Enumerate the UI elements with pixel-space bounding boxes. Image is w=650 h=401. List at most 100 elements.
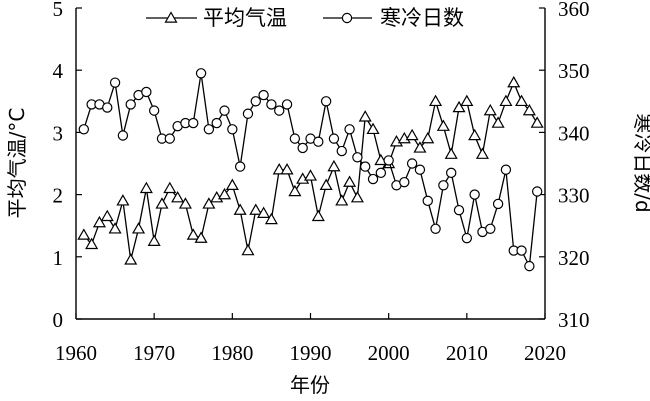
x-tick-label-6: 2020 bbox=[524, 341, 566, 365]
cold-days-point-2004 bbox=[414, 164, 426, 175]
cold-days-point-1977 bbox=[203, 124, 215, 135]
temperature-point-2015 bbox=[499, 94, 513, 107]
cold-days-point-1981 bbox=[234, 161, 246, 172]
cold-days-point-2017 bbox=[516, 245, 527, 256]
cold-days-point-1965 bbox=[109, 77, 121, 88]
cold-days-point-2000 bbox=[383, 155, 394, 166]
cold-days-point-2018 bbox=[524, 260, 535, 272]
y-right-tick-label-1: 320 bbox=[558, 246, 590, 270]
legend-circle-icon bbox=[341, 12, 353, 24]
temperature-point-2017 bbox=[515, 94, 529, 107]
temperature-point-1984 bbox=[257, 206, 271, 218]
cold-days-point-2007 bbox=[438, 180, 449, 191]
temperature-point-2012 bbox=[475, 147, 490, 159]
temperature-point-2014 bbox=[491, 116, 505, 128]
y-left-tick-label-5: 5 bbox=[53, 0, 64, 21]
cold-days-point-1970 bbox=[148, 105, 160, 116]
y-right-tick-label-3: 340 bbox=[558, 121, 590, 145]
temperature-point-1988 bbox=[288, 184, 302, 197]
y-left-tick-label-2: 2 bbox=[53, 184, 64, 208]
cold-days-point-2013 bbox=[485, 223, 496, 235]
cold-days-point-1964 bbox=[102, 102, 113, 113]
temperature-point-1993 bbox=[327, 159, 341, 172]
cold-days-point-1966 bbox=[117, 130, 129, 141]
legend-marker-cold-days bbox=[341, 12, 353, 24]
y-right-tick-label-2: 330 bbox=[558, 184, 590, 208]
temperature-point-2008 bbox=[444, 147, 458, 159]
temperature-point-1965 bbox=[108, 222, 122, 234]
cold-days-point-1983 bbox=[250, 96, 261, 107]
y-right-tick-label-4: 350 bbox=[558, 59, 590, 83]
cold-days-point-1979 bbox=[219, 105, 230, 116]
cold-days-point-1984 bbox=[258, 89, 269, 101]
temperature-point-1968 bbox=[131, 222, 146, 234]
temperature-point-2018 bbox=[522, 103, 536, 116]
cold-days-point-1999 bbox=[375, 167, 387, 179]
cold-days-point-2006 bbox=[430, 223, 441, 235]
cold-days-point-2002 bbox=[399, 176, 410, 188]
cold-days-point-1998 bbox=[367, 173, 379, 185]
cold-days-point-1978 bbox=[211, 117, 222, 129]
cold-days-point-1991 bbox=[313, 136, 324, 147]
temperature-point-2013 bbox=[483, 103, 497, 116]
cold-days-point-2009 bbox=[453, 204, 465, 216]
temperature-point-1982 bbox=[241, 243, 255, 256]
temperature-point-1983 bbox=[249, 203, 263, 215]
temperature-point-1963 bbox=[92, 215, 106, 228]
temperature-point-1976 bbox=[194, 231, 208, 243]
temperature-point-1969 bbox=[139, 181, 153, 194]
cold-days-point-1975 bbox=[188, 117, 199, 129]
cold-days-point-1972 bbox=[164, 133, 175, 144]
cold-days-point-2010 bbox=[461, 232, 473, 244]
cold-days-point-1982 bbox=[242, 108, 254, 119]
temperature-point-2003 bbox=[405, 128, 419, 141]
cold-days-point-1995 bbox=[344, 124, 355, 135]
y-axis-title-right: 寒冷日数/d bbox=[631, 113, 650, 212]
temperature-point-1977 bbox=[202, 197, 216, 209]
temperature-point-1994 bbox=[335, 194, 349, 206]
temperature-point-1972 bbox=[163, 181, 177, 194]
y-left-tick-label-0: 0 bbox=[53, 308, 64, 332]
cold-days-point-1989 bbox=[297, 142, 308, 154]
cold-days-point-1961 bbox=[78, 124, 90, 135]
cold-days-point-2003 bbox=[406, 158, 418, 169]
x-axis-title: 年份 bbox=[290, 373, 330, 397]
temperature-point-1962 bbox=[85, 237, 99, 250]
temperature-point-2006 bbox=[429, 94, 443, 107]
temperature-point-1991 bbox=[311, 209, 325, 222]
x-tick-label-5: 2010 bbox=[446, 341, 488, 365]
cold-days-point-2019 bbox=[531, 186, 543, 197]
temperature-point-1992 bbox=[319, 178, 333, 190]
cold-days-point-1988 bbox=[289, 133, 301, 144]
x-tick-label-0: 1960 bbox=[55, 341, 97, 365]
legend-marker-temperature bbox=[164, 11, 178, 23]
cold-days-point-2015 bbox=[500, 164, 512, 175]
temperature-point-1995 bbox=[343, 175, 357, 187]
ticks: 1960 1970 1980 1990 2000 2010 2020 0 1 2 3 4 5 310 320… bbox=[53, 0, 590, 365]
y-left-tick-label-1: 1 bbox=[53, 246, 64, 270]
temperature-point-1970 bbox=[147, 234, 161, 246]
temperature-point-1980 bbox=[225, 178, 239, 190]
temperature-point-1985 bbox=[264, 212, 278, 225]
cold-days-point-1992 bbox=[320, 96, 332, 107]
temperature-point-1986 bbox=[272, 163, 286, 175]
cold-days-point-2014 bbox=[492, 198, 504, 210]
cold-days-point-1997 bbox=[360, 161, 371, 172]
temperature-point-1967 bbox=[124, 253, 138, 265]
legend: 平均气温 寒冷日数 bbox=[146, 6, 464, 30]
cold-days-point-2005 bbox=[422, 195, 433, 207]
temperature-point-2005 bbox=[421, 131, 435, 144]
cold-days-point-1967 bbox=[125, 99, 136, 110]
legend-label-temperature: 平均气温 bbox=[203, 6, 287, 30]
axes bbox=[75, 8, 546, 320]
temperature-point-1997 bbox=[358, 110, 372, 122]
temperature-point-1974 bbox=[178, 197, 192, 209]
legend-triangle-icon bbox=[164, 11, 178, 23]
temperature-point-1973 bbox=[171, 191, 185, 203]
y-right-tick-label-5: 360 bbox=[558, 0, 590, 21]
cold-days-point-1976 bbox=[195, 68, 207, 79]
legend-label-cold-days: 寒冷日数 bbox=[380, 6, 464, 30]
temperature-point-1964 bbox=[100, 209, 114, 222]
temperature-point-2019 bbox=[530, 116, 544, 128]
